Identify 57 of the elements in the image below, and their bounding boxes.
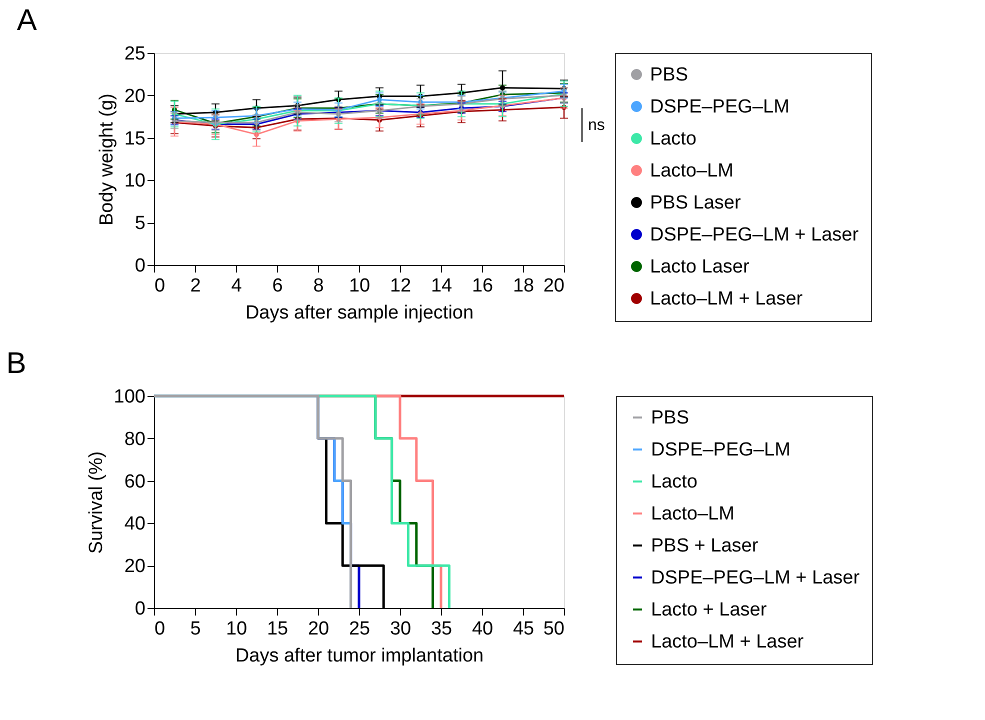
legend-label: PBS xyxy=(650,64,688,86)
x-tick-label: 8 xyxy=(313,276,324,296)
x-tick-label: 25 xyxy=(348,618,370,640)
legend-label: Lacto–LM xyxy=(651,504,734,524)
y-tick-label: 5 xyxy=(134,213,146,234)
legend-label: PBS Laser xyxy=(650,192,742,214)
x-tick-label: 0 xyxy=(154,276,166,296)
legend-label: Lacto + Laser xyxy=(651,600,768,620)
y-tick-label: 100 xyxy=(114,386,146,408)
legend-label: PBS xyxy=(651,408,690,428)
legend-label: Lacto–LM + Laser xyxy=(651,632,804,652)
legend-label: Lacto xyxy=(651,472,698,492)
x-axis-title: Days after tumor implantation xyxy=(235,646,484,666)
y-tick-label: 80 xyxy=(124,428,146,450)
x-tick-label: 40 xyxy=(472,618,494,640)
text: ns xyxy=(588,117,605,134)
x-tick-label: 18 xyxy=(512,276,534,296)
legend-label: Lacto–LM + Laser xyxy=(650,288,804,310)
x-tick-label: 10 xyxy=(348,276,370,296)
x-tick-label: 5 xyxy=(190,618,201,640)
y-tick-label: 40 xyxy=(124,514,146,535)
x-tick-label: 16 xyxy=(472,276,494,296)
x-tick-label: 4 xyxy=(231,276,242,296)
y-tick-label: 60 xyxy=(124,471,146,492)
y-tick-label: 20 xyxy=(124,86,146,107)
y-axis-title: Survival (%) xyxy=(86,451,107,554)
x-tick-label: 35 xyxy=(430,618,452,640)
x-tick-label: 10 xyxy=(226,618,248,640)
x-tick-label: 2 xyxy=(190,276,201,296)
x-tick-label: 6 xyxy=(272,276,283,296)
chart-title: B xyxy=(6,347,26,380)
legend-label: Lacto xyxy=(650,128,696,150)
legend-label: DSPE–PEG–LM xyxy=(651,440,790,460)
x-tick-label: 50 xyxy=(543,618,564,640)
legend-label: Lacto Laser xyxy=(650,256,750,278)
y-tick-label: 0 xyxy=(134,598,146,620)
x-axis-title: Days after sample injection xyxy=(245,302,474,324)
y-tick-label: 0 xyxy=(134,256,146,276)
y-tick-label: 10 xyxy=(124,170,146,192)
legend-label: DSPE–PEG–LM xyxy=(650,96,790,118)
x-tick-label: 15 xyxy=(266,618,288,640)
chart-title: A xyxy=(16,4,37,37)
x-tick-label: 20 xyxy=(543,276,564,296)
y-tick-label: 20 xyxy=(124,556,146,578)
x-tick-label: 45 xyxy=(512,618,534,640)
x-tick-label: 12 xyxy=(390,276,412,296)
legend-label: PBS + Laser xyxy=(651,536,759,556)
x-tick-label: 20 xyxy=(308,618,330,640)
x-tick-label: 14 xyxy=(430,276,452,296)
legend-label: DSPE–PEG–LM + Laser xyxy=(650,224,860,246)
x-tick-label: 0 xyxy=(154,618,166,640)
y-axis-title: Body weight (g) xyxy=(96,93,118,226)
x-tick-label: 30 xyxy=(390,618,412,640)
legend-label: Lacto–LM xyxy=(650,160,734,182)
y-tick-label: 15 xyxy=(124,128,146,150)
legend-label: DSPE–PEG–LM + Laser xyxy=(651,568,860,588)
y-tick-label: 25 xyxy=(124,44,146,64)
